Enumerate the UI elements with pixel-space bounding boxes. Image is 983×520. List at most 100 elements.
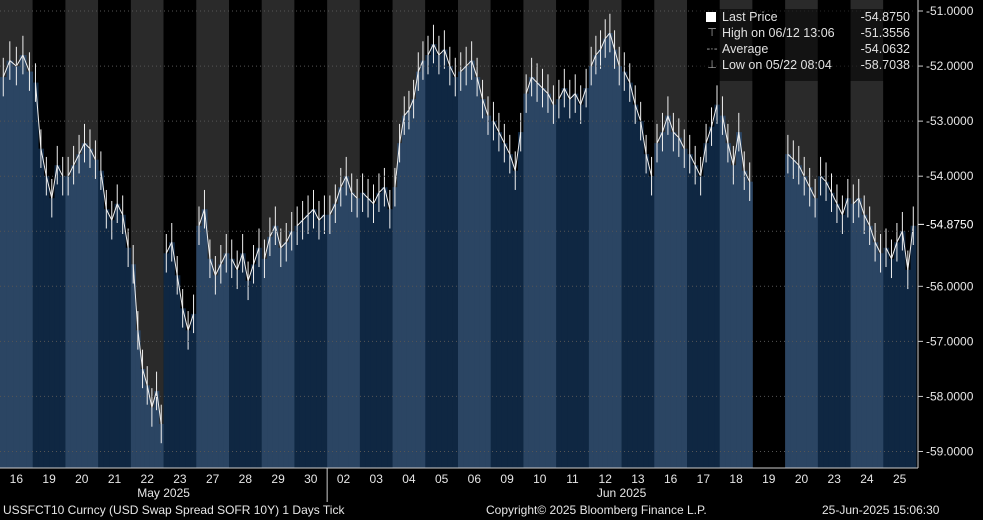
price-line (408, 98, 415, 111)
price-bar (501, 143, 508, 468)
price-line (831, 192, 838, 204)
legend-last-price: Last Price -54.8750 (696, 9, 916, 25)
price-bar (154, 390, 160, 468)
price-bar (310, 209, 317, 468)
price-line (214, 264, 222, 276)
price-line (198, 209, 205, 226)
x-tick-label: 04 (402, 472, 416, 486)
price-bar (401, 115, 407, 469)
price-line (629, 82, 636, 105)
price-bar (834, 203, 841, 468)
low-marker-icon: ⊥ (707, 59, 717, 71)
price-bar (612, 49, 618, 469)
price-bar (607, 33, 613, 468)
price-line (743, 170, 751, 182)
price-bar (81, 143, 88, 468)
price-line (792, 159, 800, 166)
price-line (274, 225, 282, 248)
price-line (580, 87, 587, 105)
price-line (182, 308, 189, 331)
price-line (132, 264, 139, 331)
price-bar (703, 143, 710, 468)
price-bar (174, 275, 181, 468)
price-line (465, 60, 472, 67)
price-line (563, 87, 571, 100)
x-tick-label: 19 (42, 472, 56, 486)
x-tick-label: 22 (141, 472, 155, 486)
price-bar (92, 159, 99, 469)
price-bar (229, 258, 235, 468)
price-line (122, 214, 129, 248)
price-bar (719, 115, 726, 469)
price-line (901, 231, 909, 270)
price-bar (283, 242, 290, 468)
price-line (171, 242, 178, 276)
price-line (492, 120, 500, 133)
x-tick-label: 16 (10, 472, 24, 486)
price-line (111, 203, 118, 221)
price-bar (169, 242, 175, 468)
price-line (329, 203, 336, 215)
price-bar (490, 121, 497, 468)
legend-average: -·- Average -54.0632 (706, 42, 911, 56)
price-bar (616, 66, 622, 468)
price-line (89, 148, 96, 160)
price-line (609, 32, 616, 50)
price-bar (207, 258, 214, 468)
price-bar (32, 82, 39, 468)
price-line (694, 164, 702, 177)
price-line (623, 71, 631, 83)
price-bar (567, 99, 573, 469)
price-line (383, 187, 391, 210)
price-bar (149, 407, 155, 468)
x-tick-label: 19 (762, 472, 776, 486)
price-line (678, 137, 685, 149)
price-bar (179, 308, 186, 468)
price-bar (888, 258, 895, 468)
price-bar (736, 132, 742, 468)
price-line (700, 143, 707, 177)
price-bar (406, 110, 412, 469)
price-bar (70, 165, 77, 468)
price-bar (866, 225, 873, 468)
price-line (667, 115, 674, 133)
price-bar (185, 330, 192, 468)
price-bar (550, 104, 557, 469)
legend: Last Price -54.8750 ⊤ High on 06/12 13:0… (696, 9, 916, 81)
price-line (263, 236, 271, 259)
price-line (378, 186, 385, 194)
price-bar (397, 143, 403, 468)
price-bar (845, 198, 851, 468)
x-tick-label: 12 (599, 472, 613, 486)
price-bar (872, 242, 879, 468)
price-line (841, 198, 849, 215)
price-line (399, 115, 405, 144)
price-bar (790, 159, 797, 469)
price-line (640, 121, 647, 155)
price-line (334, 187, 342, 204)
average-line-icon: -·- (706, 43, 718, 55)
price-bar (359, 192, 366, 468)
price-bar (828, 192, 835, 468)
x-tick-label: 11 (566, 472, 579, 486)
price-bar (806, 187, 813, 468)
price-line (604, 32, 611, 39)
price-bar (19, 55, 27, 469)
price-line (798, 164, 805, 177)
price-bar (13, 66, 21, 468)
y-tick-label: -53.0000 (926, 114, 974, 128)
price-bar (348, 192, 355, 468)
price-bar (343, 176, 350, 468)
x-tick-label: 28 (239, 472, 253, 486)
price-line (498, 131, 505, 144)
price-line (476, 76, 484, 100)
price-line (433, 43, 440, 56)
price-bar (463, 66, 470, 468)
price-bar (801, 176, 808, 468)
price-bar (54, 165, 61, 468)
price-bar (87, 148, 94, 468)
price-bar (856, 198, 862, 468)
price-line (56, 164, 64, 177)
price-line (689, 153, 696, 166)
